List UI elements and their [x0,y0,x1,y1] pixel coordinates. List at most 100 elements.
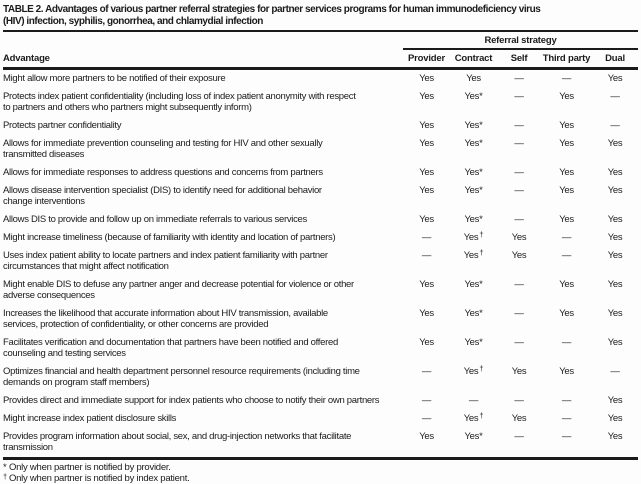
advantage-cell: Might increase timeliness (because of fa… [3,232,336,243]
col-header-self: Self [497,49,541,70]
value-cell-provider: — [421,366,432,377]
value-cell-self: Yes [511,232,527,243]
value-cell-third-party: — [561,337,572,348]
value-cell-third-party: Yes [559,120,574,131]
value-cell-third-party: Yes [559,185,574,196]
value-cell-provider: Yes [419,431,434,442]
value-cell-self: Yes [511,250,527,261]
value-cell-provider: Yes [419,138,434,149]
value-cell-self: — [514,308,524,319]
value-cell-provider: Yes [419,167,434,178]
advantage-cell: Might enable DIS to defuse any partner a… [3,279,354,301]
value-cell-third-party: — [561,73,572,84]
advantage-cell: Protects partner confidentiality [3,120,122,131]
footnote: * Only when partner is notified by provid… [3,462,638,473]
value-cell-third-party: Yes [559,138,574,149]
value-cell-dual: Yes [607,214,623,225]
column-header-row: Advantage Provider Contract Self Third p… [3,49,638,70]
value-cell-self: — [514,120,524,131]
value-cell-third-party: — [561,395,572,406]
table-row: Allows for immediate prevention counseli… [3,135,638,164]
value-cell-dual: Yes [607,138,623,149]
value-cell-third-party: Yes [559,214,574,225]
value-cell-provider: — [421,250,432,261]
table-row: Protects index patient confidentiality (… [3,88,638,117]
table-row: Allows disease intervention specialist (… [3,182,638,211]
advantage-cell: Optimizes financial and health departmen… [3,366,360,388]
value-cell-contract: Yes* [464,120,483,131]
value-cell-dual: Yes [607,337,623,348]
value-cell-self: — [514,73,524,84]
value-cell-contract: Yes† [463,364,484,377]
footnote-marker: * [3,462,7,473]
value-cell-contract: Yes† [463,411,484,424]
value-cell-dual: Yes [607,232,623,243]
value-cell-contract: Yes* [464,167,483,178]
value-cell-third-party: — [561,413,572,424]
value-cell-contract: — [468,395,479,406]
col-header-advantage: Advantage [3,49,403,70]
value-cell-self: — [514,214,524,225]
col-header-dual: Dual [592,49,638,70]
value-cell-contract: Yes* [464,308,483,319]
table-row: Might increase timeliness (because of fa… [3,229,638,247]
value-cell-third-party: — [561,250,572,261]
header-group-referral-strategy: Referral strategy [403,34,638,50]
table-title-line-1: TABLE 2. Advantages of various partner r… [3,4,541,15]
value-cell-provider: — [421,232,432,243]
table-row: Protects partner confidentiality Yes Yes… [3,117,638,135]
value-cell-provider: — [421,395,432,406]
table-title: TABLE 2. Advantages of various partner r… [3,4,638,32]
value-cell-provider: Yes [419,337,434,348]
value-cell-provider: Yes [419,73,434,84]
value-cell-third-party: — [561,232,572,243]
value-cell-provider: Yes [419,308,434,319]
value-cell-dual: — [610,91,620,102]
value-cell-provider: Yes [419,214,434,225]
table-row: Allows for immediate responses to addres… [3,164,638,182]
footnote-text: Only when partner is notified by provide… [9,462,171,473]
value-cell-contract: Yes* [464,337,483,348]
value-cell-third-party: Yes [559,366,574,377]
value-cell-contract: Yes* [464,279,483,290]
table-header: Referral strategy Advantage Provider Con… [3,34,638,70]
value-cell-dual: Yes [607,73,623,84]
advantage-cell: Protects index patient confidentiality (… [3,91,356,113]
value-cell-contract: Yes [466,73,481,84]
value-cell-provider: Yes [419,120,434,131]
spanner-row: Referral strategy [3,34,638,50]
advantage-cell: Allows for immediate responses to addres… [3,167,323,178]
value-cell-self: Yes [511,413,527,424]
spanner-spacer [3,34,403,49]
advantage-cell: Might allow more partners to be notified… [3,73,226,84]
value-cell-self: — [514,279,524,290]
value-cell-third-party: — [561,431,572,442]
table-row: Increases the likelihood that accurate i… [3,305,638,334]
value-cell-dual: Yes [607,279,623,290]
value-cell-dual: Yes [607,167,623,178]
advantage-cell: Increases the likelihood that accurate i… [3,308,328,330]
value-cell-self: Yes [511,366,527,377]
col-header-third-party: Third party [541,49,592,70]
value-cell-contract: Yes* [464,138,483,149]
col-header-provider: Provider [403,49,450,70]
value-cell-contract: Yes* [464,214,483,225]
advantage-cell: Uses index patient ability to locate par… [3,250,328,272]
value-cell-third-party: Yes [559,279,574,290]
value-cell-third-party: Yes [559,308,574,319]
table-row: Might allow more partners to be notified… [3,69,638,89]
advantage-cell: Allows DIS to provide and follow up on i… [3,214,307,225]
value-cell-self: — [514,337,524,348]
advantage-cell: Allows for immediate prevention counseli… [3,138,323,160]
value-cell-dual: Yes [607,308,623,319]
value-cell-self: — [514,167,524,178]
value-cell-self: — [514,395,524,406]
value-cell-third-party: Yes [559,91,574,102]
table-row: Uses index patient ability to locate par… [3,247,638,276]
value-cell-self: — [514,138,524,149]
table-body: Might allow more partners to be notified… [3,69,638,459]
advantage-cell: Provides program information about socia… [3,431,352,453]
value-cell-provider: Yes [419,279,434,290]
advantage-cell: Provides direct and immediate support fo… [3,395,380,406]
